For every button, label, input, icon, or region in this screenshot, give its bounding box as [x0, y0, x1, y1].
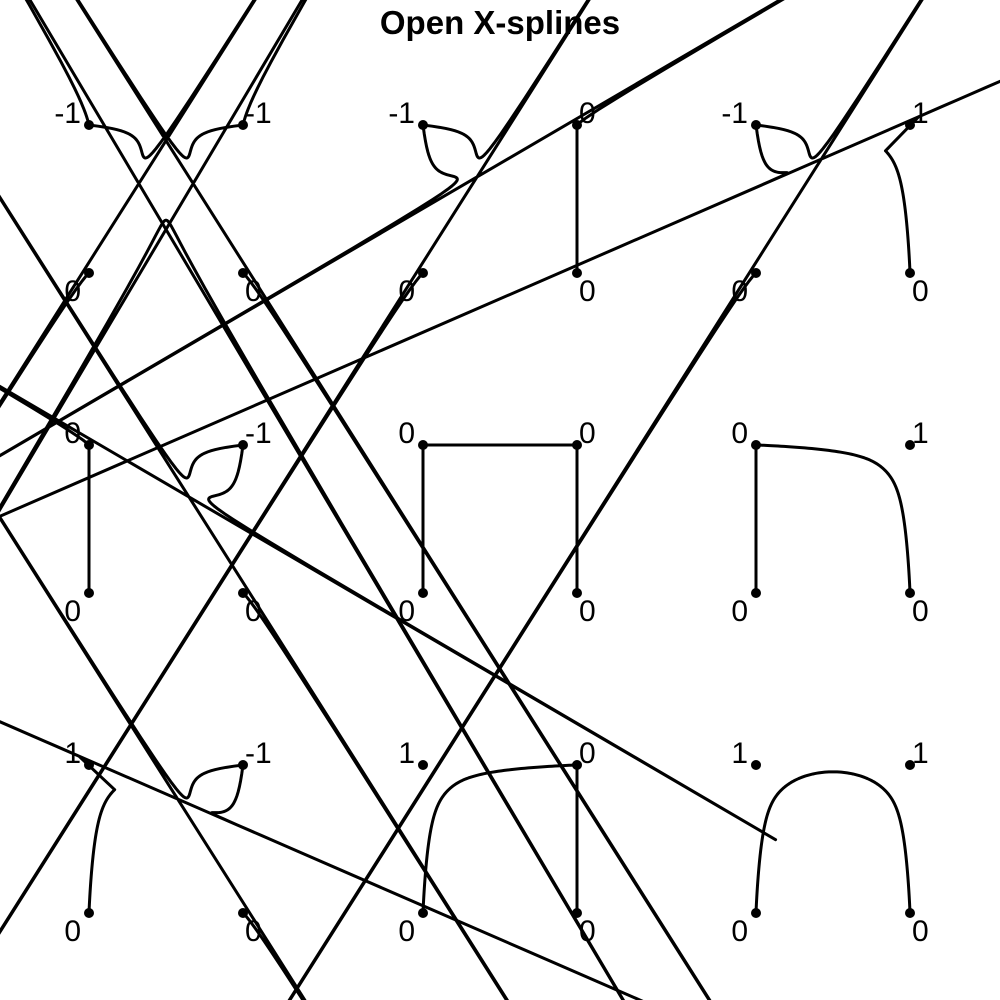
spline-panel: 0 1 0 0 [731, 417, 928, 628]
control-point [751, 908, 761, 918]
control-point [84, 268, 94, 278]
shape-label: 0 [64, 595, 81, 628]
shape-label: 0 [579, 915, 596, 948]
control-point [572, 120, 582, 130]
shape-label: -1 [245, 417, 272, 450]
shape-label: 0 [398, 417, 415, 450]
control-point [751, 268, 761, 278]
shape-label: 0 [912, 275, 929, 308]
shape-label: 1 [64, 737, 81, 770]
control-point [418, 760, 428, 770]
x-spline-curve [421, 763, 579, 915]
control-point [905, 440, 915, 450]
shape-label: 0 [912, 595, 929, 628]
control-point [572, 760, 582, 770]
shape-label: 0 [398, 595, 415, 628]
control-point [84, 588, 94, 598]
shape-label: 0 [64, 275, 81, 308]
control-point [238, 760, 248, 770]
control-point [572, 908, 582, 918]
shape-label: 1 [912, 417, 929, 450]
shape-label: -1 [54, 97, 81, 130]
control-point [418, 268, 428, 278]
control-point [238, 268, 248, 278]
control-point [572, 588, 582, 598]
control-point [751, 760, 761, 770]
shape-label: -1 [388, 97, 415, 130]
shape-label: 0 [579, 417, 596, 450]
spline-panel: 1 1 0 0 [731, 737, 928, 948]
shape-label: 0 [64, 915, 81, 948]
control-point [84, 760, 94, 770]
control-point [905, 268, 915, 278]
shape-label: 0 [731, 595, 748, 628]
shape-label: 0 [245, 595, 262, 628]
control-point [84, 120, 94, 130]
shape-label: 0 [579, 595, 596, 628]
control-point [572, 268, 582, 278]
shape-label: -1 [721, 97, 748, 130]
shape-label: 0 [731, 417, 748, 450]
shape-label: 1 [912, 97, 929, 130]
spline-panel: 0 0 0 0 [398, 417, 595, 628]
shape-label: 0 [245, 915, 262, 948]
control-point [238, 588, 248, 598]
shape-label: 0 [64, 417, 81, 450]
x-spline-curve [754, 443, 912, 595]
control-point [905, 120, 915, 130]
shape-label: 0 [398, 915, 415, 948]
shape-label: 1 [398, 737, 415, 770]
control-point [418, 908, 428, 918]
control-point [751, 588, 761, 598]
shape-label: -1 [245, 97, 272, 130]
shape-label: 0 [731, 275, 748, 308]
control-point [238, 120, 248, 130]
shape-label: 1 [912, 737, 929, 770]
control-point [84, 908, 94, 918]
control-point [572, 440, 582, 450]
x-spline-curve [754, 770, 912, 915]
shape-label: 0 [398, 275, 415, 308]
shape-label: 0 [731, 915, 748, 948]
shape-label: 0 [245, 275, 262, 308]
control-point [238, 440, 248, 450]
shape-label: 0 [579, 97, 596, 130]
shape-label: 0 [912, 915, 929, 948]
shape-label: 1 [731, 737, 748, 770]
shape-label: 0 [579, 737, 596, 770]
control-point [905, 908, 915, 918]
control-point [418, 120, 428, 130]
shape-label: -1 [245, 737, 272, 770]
control-point [905, 760, 915, 770]
control-point [751, 120, 761, 130]
control-point [905, 588, 915, 598]
control-point [238, 908, 248, 918]
control-point [84, 440, 94, 450]
shape-label: 0 [579, 275, 596, 308]
control-point [751, 440, 761, 450]
control-point [418, 440, 428, 450]
spline-panel: 1 0 0 0 [398, 737, 595, 948]
control-point [418, 588, 428, 598]
x-spline-curve [421, 443, 579, 595]
